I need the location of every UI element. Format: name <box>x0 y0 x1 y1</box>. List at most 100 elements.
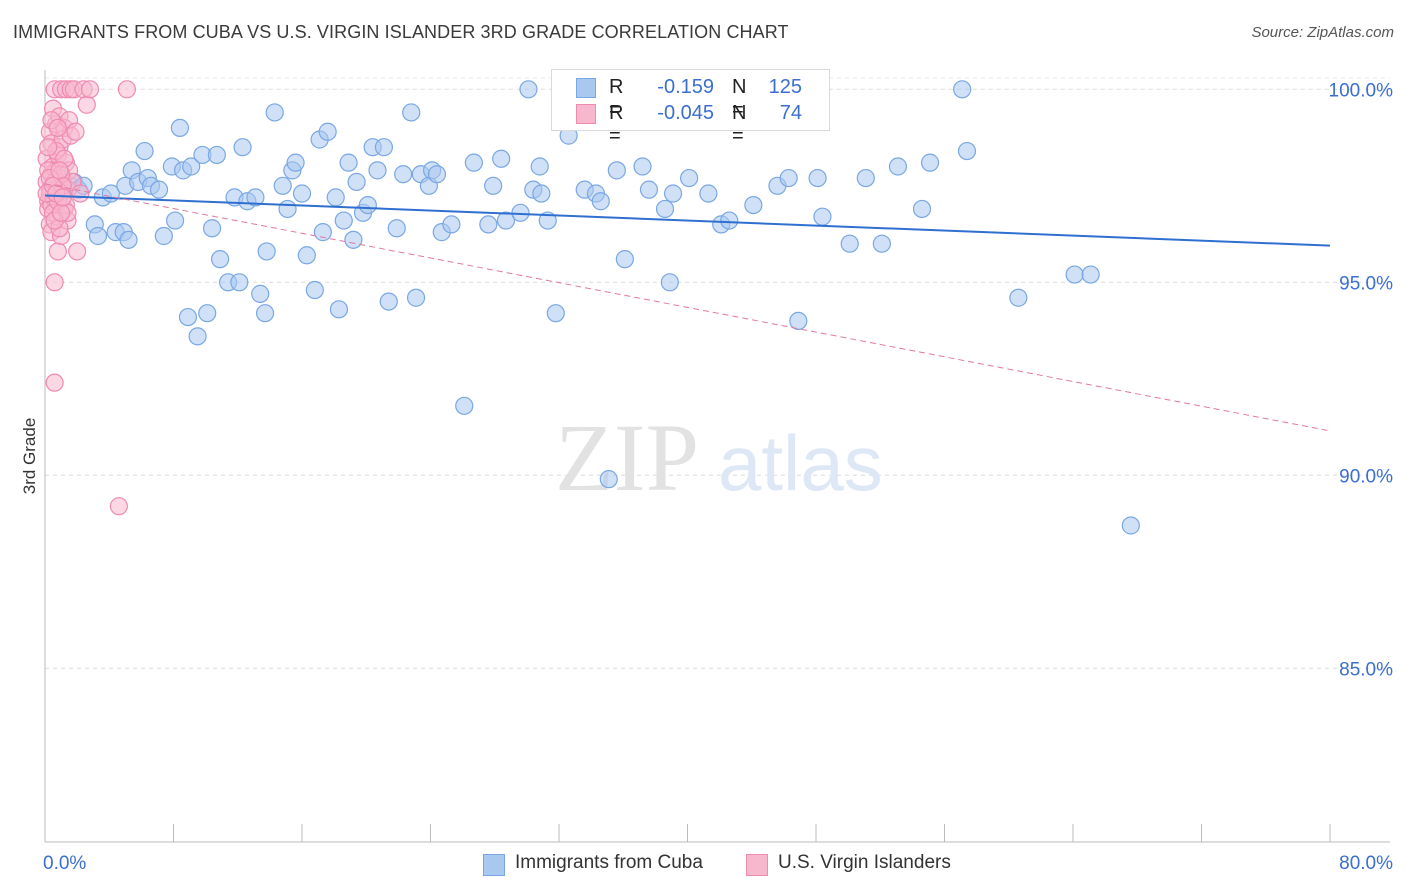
point-virgin-islanders <box>77 95 96 114</box>
point-virgin-islanders <box>66 122 85 141</box>
point-cuba <box>856 168 875 188</box>
point-cuba <box>347 172 366 192</box>
point-cuba <box>154 226 173 246</box>
point-cuba <box>257 242 276 261</box>
legend-r-label: R = <box>609 102 624 147</box>
point-cuba <box>720 211 739 230</box>
point-cuba <box>358 196 377 215</box>
point-cuba <box>599 470 618 489</box>
point-virgin-islanders <box>48 242 67 261</box>
point-cuba <box>334 211 353 230</box>
point-cuba <box>202 219 222 238</box>
legend-r-label: R = <box>609 76 624 121</box>
point-cuba <box>1081 265 1100 284</box>
point-virgin-islanders <box>117 80 137 99</box>
point-cuba <box>496 211 516 230</box>
point-cuba <box>318 122 337 141</box>
point-cuba <box>230 273 249 292</box>
point-cuba <box>538 211 557 230</box>
point-cuba <box>655 199 675 219</box>
point-cuba <box>119 230 138 249</box>
point-cuba <box>182 157 201 176</box>
point-cuba <box>246 188 265 207</box>
point-virgin-islanders <box>45 273 64 292</box>
legend-swatch-cuba <box>576 78 596 98</box>
legend-n-value-virgin-islanders: 74 <box>779 102 802 124</box>
point-cuba <box>888 157 908 176</box>
legend-n-value-cuba: 125 <box>768 76 802 98</box>
y-tick-label: 100.0% <box>1329 80 1394 101</box>
point-cuba <box>639 180 659 199</box>
x-tick-label-max: 80.0% <box>1339 853 1393 874</box>
point-cuba <box>546 304 565 323</box>
point-cuba <box>188 327 207 346</box>
y-tick-label: 90.0% <box>1339 466 1393 487</box>
point-virgin-islanders <box>48 118 67 138</box>
point-cuba <box>368 161 387 180</box>
point-cuba <box>166 211 185 230</box>
trendline-cuba <box>44 194 1331 247</box>
point-cuba <box>660 273 679 292</box>
point-cuba <box>374 138 394 157</box>
point-cuba <box>406 288 426 307</box>
point-cuba <box>313 223 332 242</box>
point-virgin-islanders <box>68 242 87 261</box>
legend-n-label: N = <box>732 76 747 121</box>
point-cuba <box>297 246 316 265</box>
point-virgin-islanders <box>71 184 90 203</box>
point-cuba <box>464 153 483 172</box>
point-cuba <box>813 207 832 226</box>
point-cuba <box>591 192 610 211</box>
point-cuba <box>479 215 498 234</box>
point-cuba <box>149 180 169 199</box>
point-cuba <box>920 153 940 172</box>
point-virgin-islanders <box>45 373 64 392</box>
point-cuba <box>957 141 977 161</box>
point-cuba <box>198 304 217 323</box>
point-cuba <box>789 311 808 330</box>
point-cuba <box>379 292 398 311</box>
point-cuba <box>286 153 305 172</box>
point-cuba <box>394 165 413 184</box>
point-cuba <box>427 165 447 184</box>
point-cuba <box>255 304 275 323</box>
legend-n-label: N = <box>732 102 747 147</box>
point-cuba <box>344 230 363 249</box>
point-cuba <box>207 145 226 165</box>
legend-r-value-cuba: -0.159 <box>657 76 714 98</box>
y-axis-label: 3rd Grade <box>20 418 39 495</box>
point-cuba <box>387 219 406 238</box>
point-cuba <box>402 103 421 122</box>
point-virgin-islanders <box>109 497 128 516</box>
point-cuba <box>953 80 972 99</box>
point-virgin-islanders <box>39 138 58 157</box>
watermark-atlas: atlas <box>718 419 883 507</box>
point-cuba <box>339 153 358 172</box>
point-cuba <box>251 284 270 303</box>
point-cuba <box>607 161 626 180</box>
point-cuba <box>1121 516 1140 535</box>
point-cuba <box>492 149 511 168</box>
series-swatch-cuba <box>483 854 505 876</box>
point-cuba <box>135 141 154 161</box>
point-cuba <box>442 215 461 234</box>
point-cuba <box>278 199 297 219</box>
correlation-legend: R = -0.159 N = 125 R = -0.045 N = 74 <box>551 69 830 147</box>
y-tick-label: 95.0% <box>1339 273 1393 294</box>
point-virgin-islanders <box>80 80 100 99</box>
point-cuba <box>329 300 349 319</box>
point-cuba <box>265 103 284 122</box>
point-cuba <box>178 307 198 327</box>
trendline-virgin-islanders <box>44 183 1331 432</box>
chart-title: IMMIGRANTS FROM CUBA VS U.S. VIRGIN ISLA… <box>13 22 789 42</box>
point-cuba <box>633 157 652 176</box>
y-tick-label: 85.0% <box>1339 659 1393 680</box>
x-tick-label-min: 0.0% <box>43 853 86 874</box>
point-cuba <box>170 118 190 138</box>
point-cuba <box>530 157 549 176</box>
point-cuba <box>1009 288 1028 307</box>
series-swatch-virgin-islanders <box>746 854 768 876</box>
point-virgin-islanders <box>53 188 72 207</box>
point-cuba <box>615 250 634 269</box>
point-cuba <box>912 199 932 219</box>
